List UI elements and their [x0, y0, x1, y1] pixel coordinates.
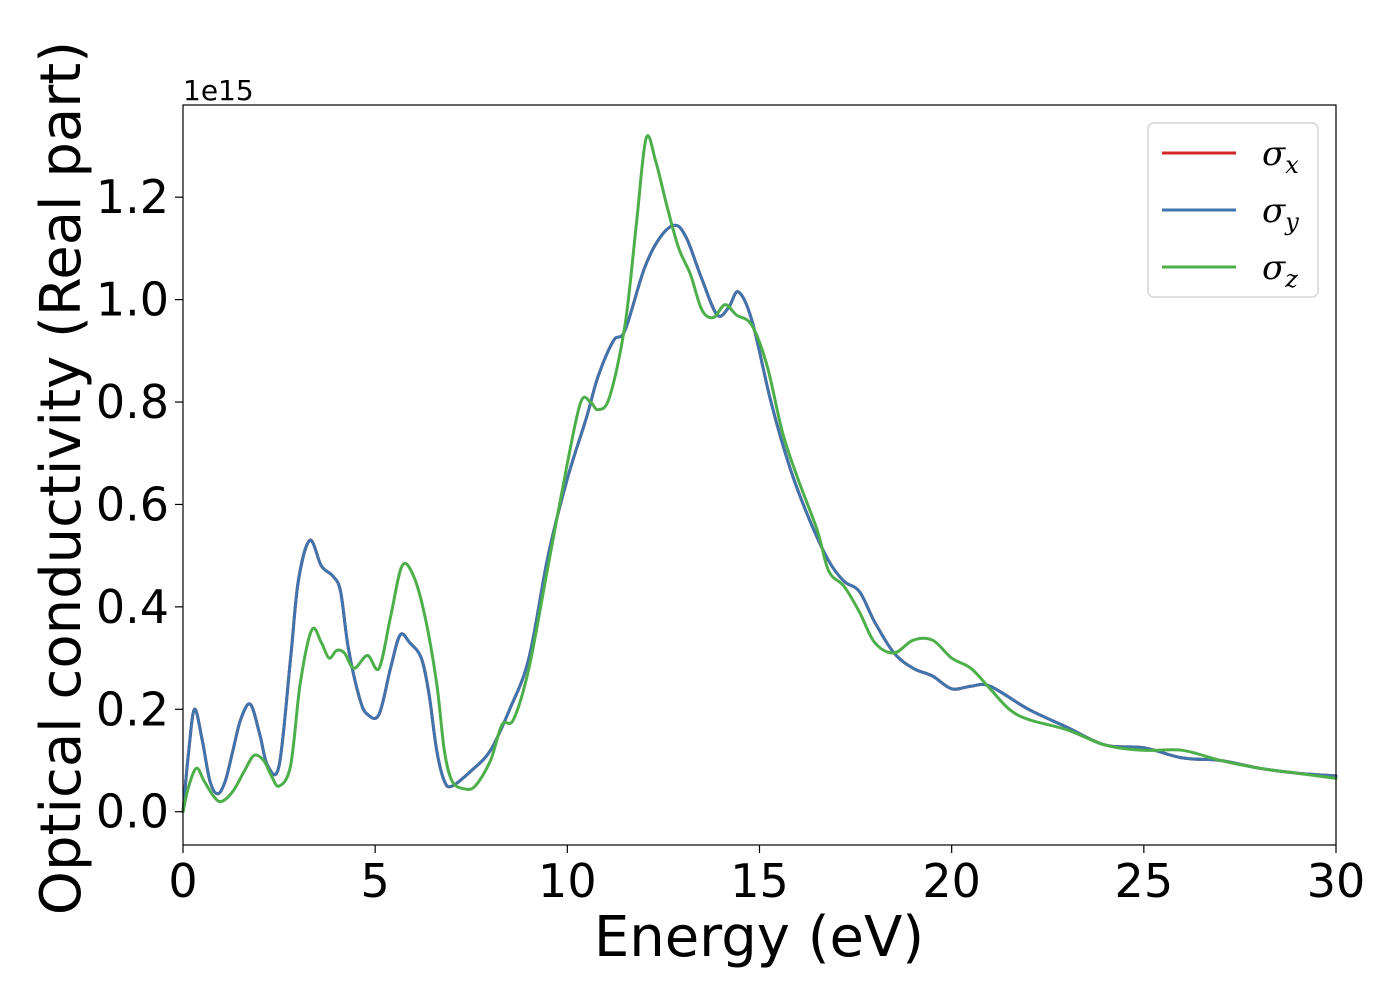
y-tick-label: 0.8: [96, 375, 169, 429]
y-tick-label: 1.0: [96, 273, 169, 327]
plot-area: [183, 105, 1336, 845]
y-tick-label: 0.6: [96, 477, 169, 531]
y-tick-label: 0.4: [96, 580, 169, 634]
x-tick-label: 20: [922, 854, 981, 908]
legend-subscript: x: [1285, 151, 1299, 179]
y-offset-label: 1e15: [183, 74, 254, 107]
legend-subscript: z: [1284, 265, 1298, 293]
x-tick-label: 30: [1307, 854, 1366, 908]
y-tick-label: 0.2: [96, 682, 169, 736]
legend-subscript: y: [1284, 208, 1299, 236]
x-tick-label: 5: [361, 854, 390, 908]
series-line-z: [181, 134, 1338, 814]
x-tick-label: 15: [730, 854, 789, 908]
y-axis-ticks: 0.0 0.2 0.4 0.6 0.8 1.0 1.2: [96, 170, 183, 839]
x-axis-ticks: 0 5 10 15 20 25 30: [168, 845, 1365, 908]
x-tick-label: 10: [538, 854, 597, 908]
y-tick-label: 0.0: [96, 785, 169, 839]
series-layer: [181, 134, 1338, 814]
x-tick-label: 0: [168, 854, 197, 908]
y-axis-label: Optical conductivity (Real part): [29, 41, 94, 915]
x-axis-label: Energy (eV): [594, 905, 924, 970]
x-tick-label: 25: [1115, 854, 1174, 908]
y-tick-label: 1.2: [96, 170, 169, 224]
